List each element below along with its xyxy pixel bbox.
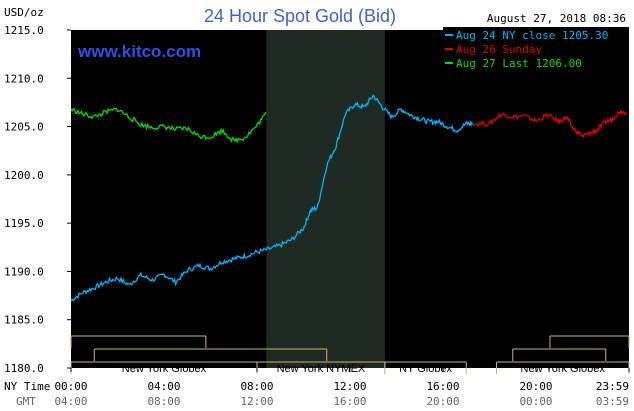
market-label: NY Globex (399, 363, 452, 375)
y-tick-label: 1215.0 (4, 24, 44, 37)
legend-entry: Aug 24 NY close 1205.30 (456, 29, 608, 42)
y-tick-label: 1210.0 (4, 72, 44, 85)
series-lines (70, 94, 628, 302)
x-tick-label-ny: 00:00 (54, 380, 87, 393)
shaded-session (266, 30, 385, 368)
market-label: Hong Kong (562, 337, 617, 349)
y-axis: 1180.0 1185.0 1190.0 1195.0 1200.0 1205.0 1210… (4, 24, 71, 375)
y-tick-label: 1195.0 (4, 217, 44, 230)
series-line (70, 107, 267, 144)
timestamp: August 27, 2018 08:36 (487, 12, 626, 25)
market-label: London (192, 350, 229, 362)
y-tick-label: 1185.0 (4, 314, 44, 327)
y-tick-label: 1200.0 (4, 169, 44, 182)
market-label: Sydney (541, 350, 578, 362)
brand-label: www.kitco.com (77, 42, 201, 61)
x-tick-label-ny: 16:00 (426, 380, 459, 393)
legend-entry: Aug 27 Last 1206.00 (456, 57, 582, 70)
x-axis: NY Time GMT 00:00 04:00 04:00 08:00 08:00 12:… (4, 368, 630, 408)
x-tick-label-ny: 12:00 (333, 380, 366, 393)
x-tick-label-gmt: 03:59 (596, 395, 629, 408)
unit-label: USD/oz (4, 6, 44, 19)
market-label: New York Globex (521, 363, 606, 375)
x-tick-label-gmt: 20:00 (426, 395, 459, 408)
x-tick-label-gmt: 16:00 (333, 395, 366, 408)
legend-entry: Aug 26 Sunday (456, 43, 542, 56)
x-tick-label-ny: 08:00 (240, 380, 273, 393)
y-tick-label: 1205.0 (4, 121, 44, 134)
legend-box (443, 27, 629, 69)
series-line (70, 94, 474, 302)
x-tick-label-gmt: 00:00 (519, 395, 552, 408)
series-line (472, 110, 628, 139)
market-label: New York NYMEX (277, 363, 366, 375)
gmt-label: GMT (16, 395, 36, 408)
x-tick-label-ny: 20:00 (519, 380, 552, 393)
y-tick-label: 1190.0 (4, 265, 44, 278)
x-tick-label-ny: 23:59 (596, 380, 629, 393)
ny-time-label: NY Time (4, 380, 50, 393)
x-tick-label-gmt: 04:00 (54, 395, 87, 408)
x-tick-label-ny: 04:00 (147, 380, 180, 393)
chart-title: 24 Hour Spot Gold (Bid) (204, 6, 396, 26)
x-tick-label-gmt: 12:00 (240, 395, 273, 408)
market-label: Hong Kong (111, 337, 166, 349)
y-tick-label: 1180.0 (4, 362, 44, 375)
x-tick-label-gmt: 08:00 (147, 395, 180, 408)
